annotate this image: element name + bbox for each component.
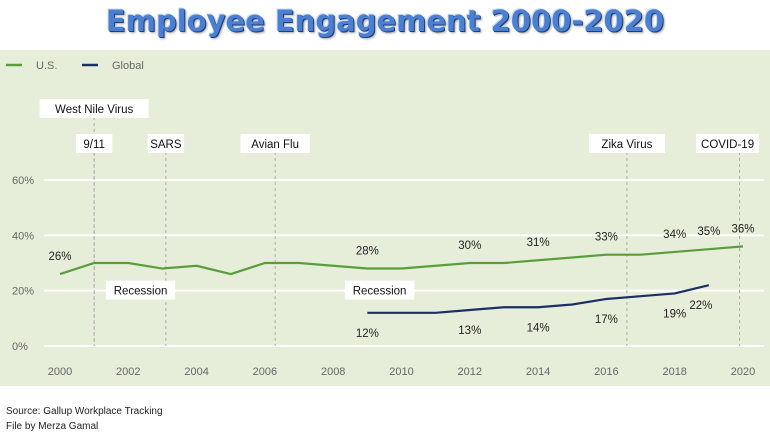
- source-note: Source: Gallup Workplace Tracking: [6, 406, 163, 417]
- series-line-global: [367, 284, 710, 314]
- data-label: 14%: [527, 322, 550, 334]
- event-label-box: [39, 99, 149, 118]
- x-tick-label: 2012: [458, 366, 482, 378]
- y-tick-label: 60%: [12, 175, 34, 187]
- period-label-box: [105, 280, 176, 300]
- data-label: 13%: [458, 325, 481, 337]
- x-tick-label: 2006: [253, 366, 277, 378]
- data-label: 30%: [458, 240, 481, 252]
- line-chart: 0% 20% 40% 60% 2000 2002 2004 2006 2008 2010 2012 2…: [0, 50, 770, 386]
- y-tick-label: 20%: [12, 286, 34, 298]
- x-tick-label: 2004: [184, 366, 208, 378]
- data-label: 35%: [697, 226, 720, 238]
- event-label: Avian Flu: [251, 139, 299, 151]
- event-label: 9/11: [83, 139, 105, 151]
- y-tick-label: 40%: [12, 230, 34, 242]
- event-label-box: [240, 134, 310, 153]
- credit-note: File by Merza Gamal: [6, 421, 99, 432]
- data-label: 28%: [356, 246, 379, 258]
- event-label: Zika Virus: [601, 139, 652, 151]
- x-tick-label: 2008: [321, 366, 345, 378]
- data-label: 19%: [663, 308, 686, 320]
- legend-label: U.S.: [36, 60, 57, 72]
- data-label: 17%: [595, 314, 618, 326]
- event-label-box: [147, 134, 185, 153]
- x-tick-label: 2000: [48, 366, 72, 378]
- event-label-box: [588, 134, 665, 153]
- page-title: Employee Engagement 2000-2020: [105, 4, 665, 38]
- x-tick-label: 2010: [389, 366, 413, 378]
- data-label: 12%: [356, 328, 379, 340]
- event-label: COVID-19: [701, 139, 754, 151]
- x-tick-label: 2020: [731, 366, 755, 378]
- period-label: Recession: [114, 286, 168, 298]
- event-label-box: [75, 134, 113, 153]
- period-label: Recession: [353, 286, 407, 298]
- data-label: 26%: [48, 251, 71, 263]
- event-label: West Nile Virus: [55, 104, 133, 116]
- data-label: 36%: [731, 223, 754, 235]
- event-label: SARS: [150, 139, 182, 151]
- data-label: 34%: [663, 229, 686, 241]
- event-label-box: [696, 134, 759, 153]
- data-label: 33%: [595, 232, 618, 244]
- data-label: 22%: [689, 300, 712, 312]
- x-tick-label: 2014: [526, 366, 550, 378]
- period-label-box: [344, 280, 415, 300]
- x-tick-label: 2016: [594, 366, 618, 378]
- x-tick-label: 2018: [662, 366, 686, 378]
- x-tick-label: 2002: [116, 366, 140, 378]
- legend-label: Global: [112, 60, 144, 72]
- series-line-us: [59, 245, 744, 276]
- data-label: 31%: [527, 237, 550, 249]
- y-tick-label: 0%: [12, 341, 28, 353]
